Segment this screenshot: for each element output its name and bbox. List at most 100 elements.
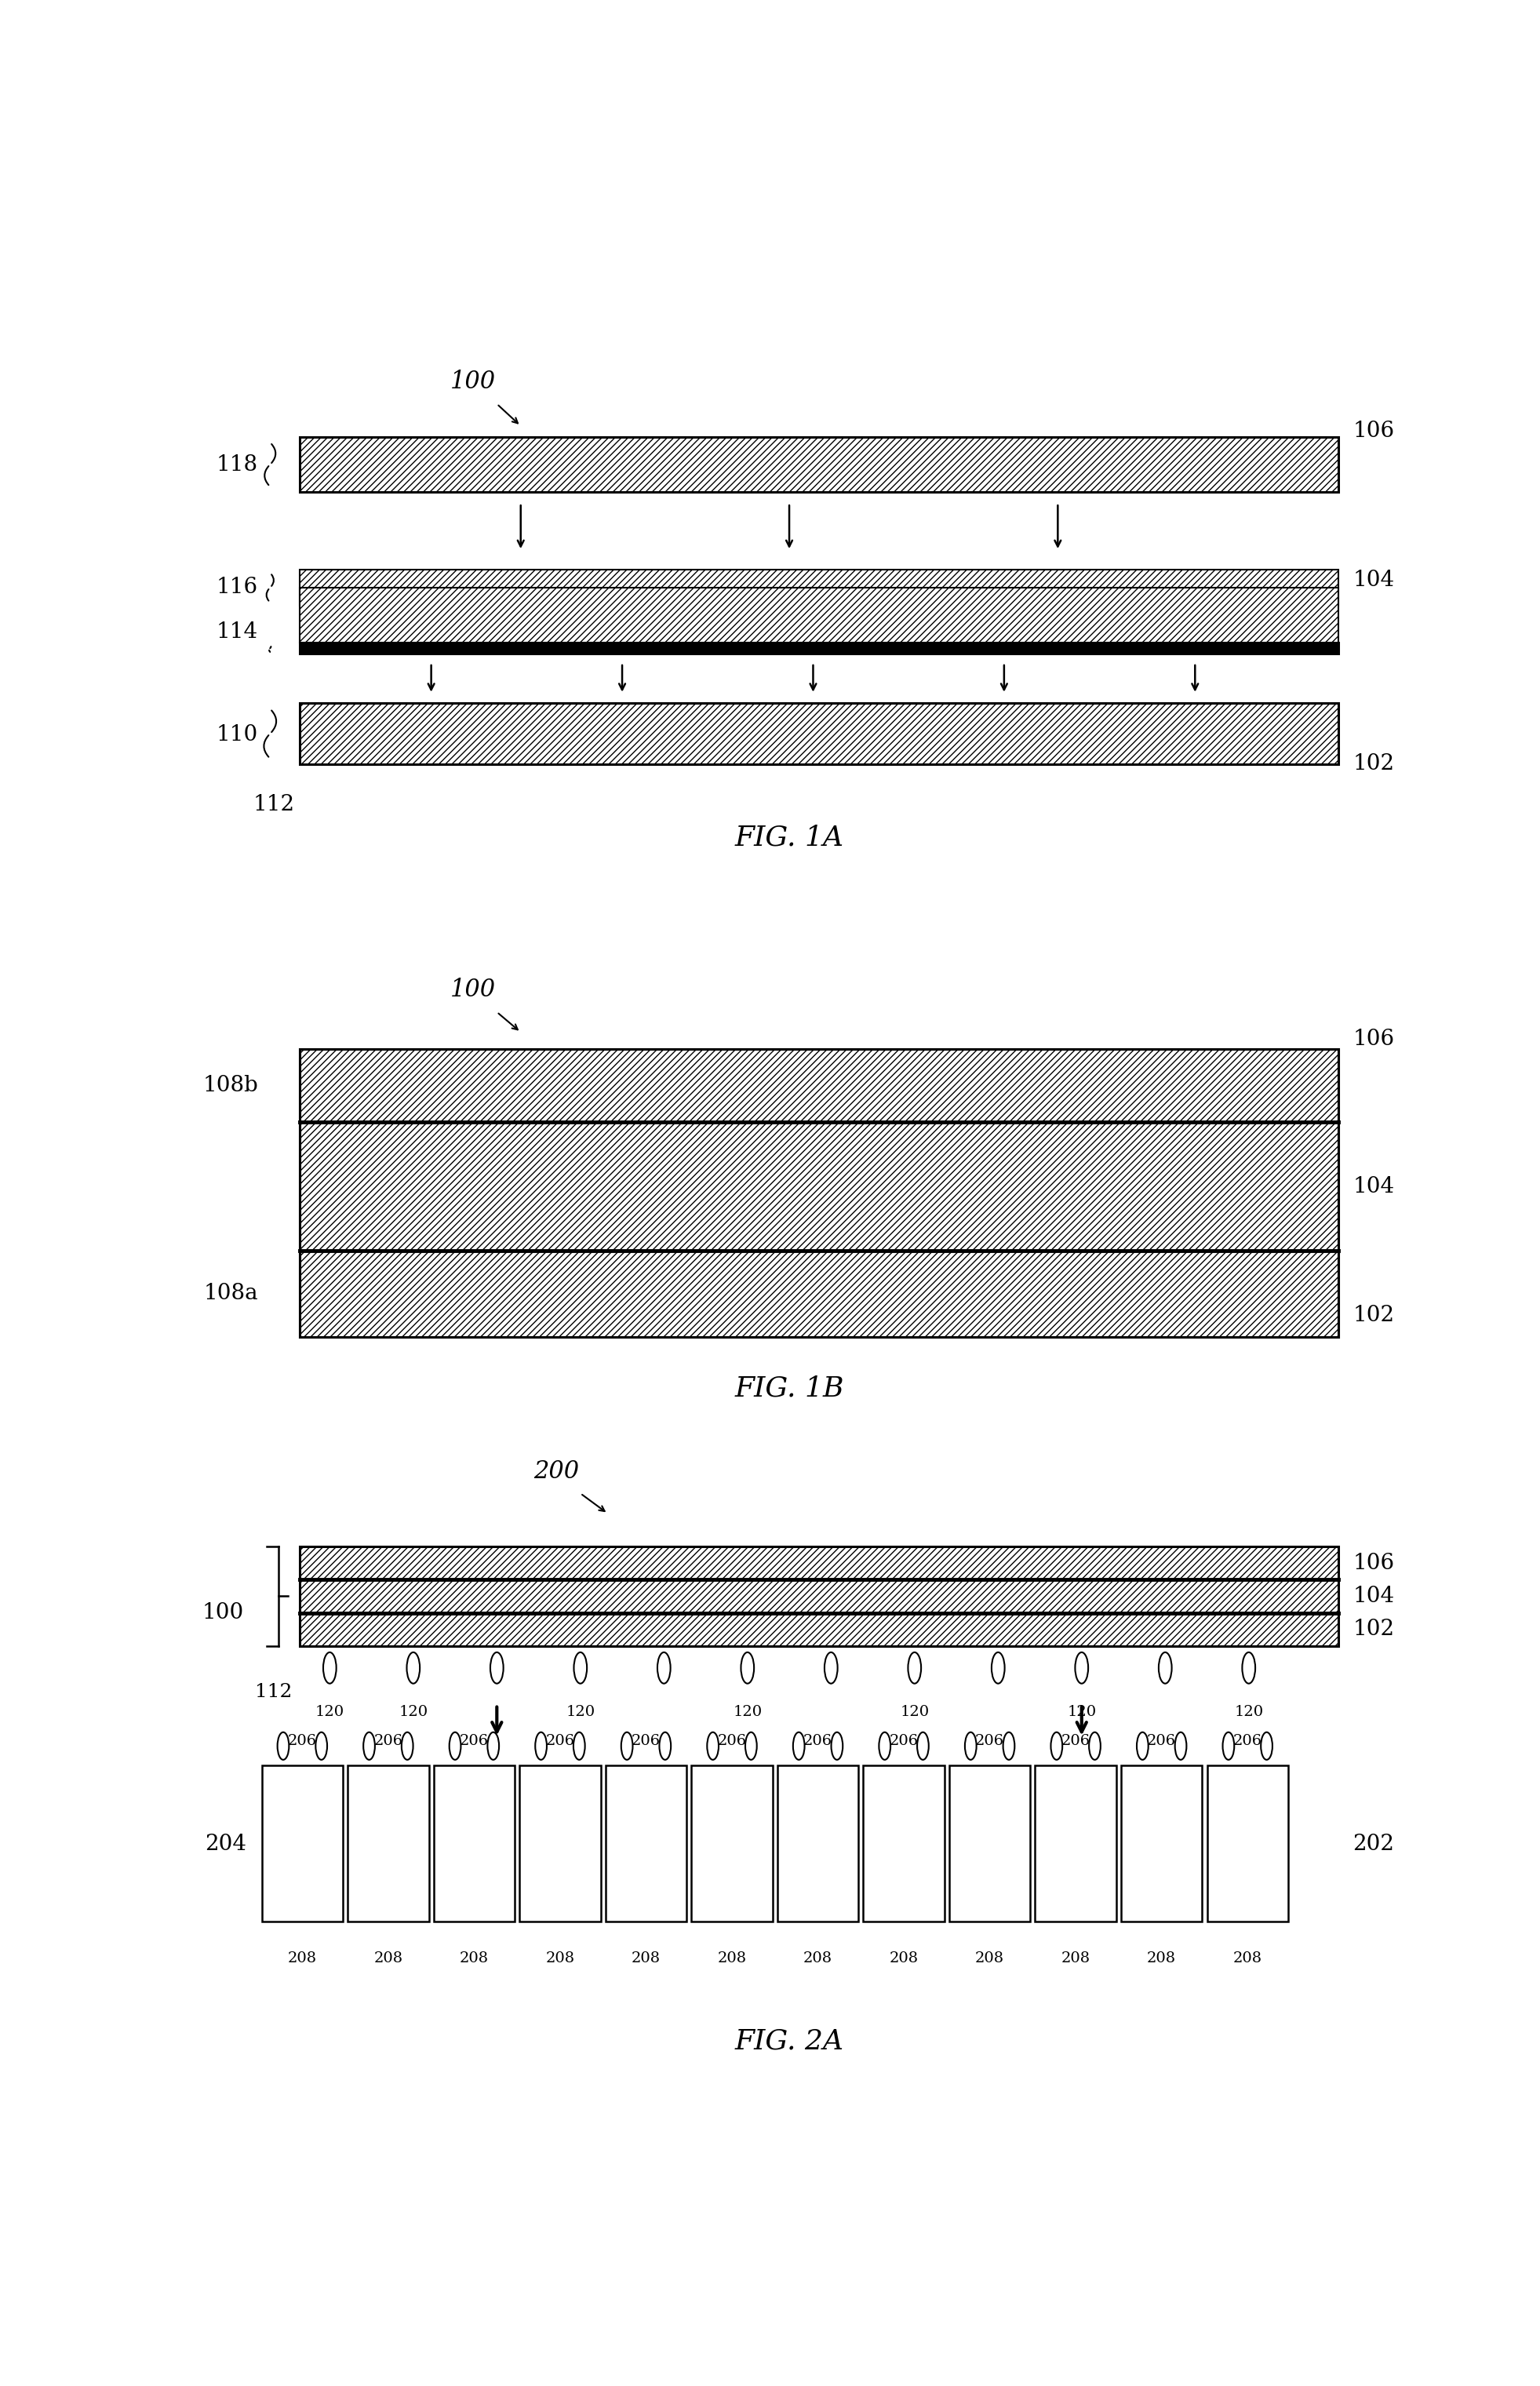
- Ellipse shape: [621, 1732, 633, 1761]
- Text: 102: 102: [1352, 754, 1394, 775]
- Ellipse shape: [1158, 1651, 1172, 1685]
- Text: 206: 206: [1147, 1735, 1177, 1749]
- Ellipse shape: [573, 1732, 585, 1761]
- Text: 206: 206: [374, 1735, 403, 1749]
- Ellipse shape: [745, 1732, 756, 1761]
- Bar: [691, 1766, 773, 1921]
- Ellipse shape: [832, 1732, 842, 1761]
- Text: 114: 114: [217, 620, 259, 642]
- Text: 120: 120: [565, 1706, 594, 1718]
- Text: 104: 104: [1352, 1176, 1394, 1198]
- Text: 200: 200: [534, 1460, 579, 1484]
- Text: 206: 206: [1234, 1735, 1263, 1749]
- Bar: [300, 1050, 1338, 1336]
- Ellipse shape: [918, 1732, 929, 1761]
- Text: 208: 208: [718, 1952, 747, 1966]
- Text: 208: 208: [545, 1952, 574, 1966]
- Text: 120: 120: [899, 1706, 929, 1718]
- Text: 206: 206: [975, 1735, 1004, 1749]
- Ellipse shape: [402, 1732, 413, 1761]
- Text: 208: 208: [1147, 1952, 1177, 1966]
- Ellipse shape: [1243, 1651, 1255, 1685]
- Bar: [300, 570, 1338, 606]
- Bar: [1207, 1766, 1287, 1921]
- Bar: [1121, 1766, 1203, 1921]
- Ellipse shape: [1089, 1732, 1101, 1761]
- Bar: [300, 704, 1338, 764]
- Ellipse shape: [1175, 1732, 1186, 1761]
- Text: 208: 208: [1234, 1952, 1263, 1966]
- Text: 208: 208: [975, 1952, 1004, 1966]
- Text: 110: 110: [216, 723, 259, 744]
- Text: 120: 120: [733, 1706, 762, 1718]
- Text: 112: 112: [253, 795, 294, 816]
- Text: 106: 106: [1352, 1028, 1394, 1050]
- Ellipse shape: [488, 1732, 499, 1761]
- Ellipse shape: [407, 1651, 420, 1685]
- Text: 206: 206: [631, 1735, 661, 1749]
- Bar: [519, 1766, 601, 1921]
- Text: FIG. 2A: FIG. 2A: [735, 2028, 844, 2054]
- Ellipse shape: [316, 1732, 326, 1761]
- Ellipse shape: [1223, 1732, 1234, 1761]
- Ellipse shape: [966, 1732, 976, 1761]
- Ellipse shape: [1003, 1732, 1015, 1761]
- Ellipse shape: [909, 1651, 921, 1685]
- Ellipse shape: [793, 1732, 804, 1761]
- Bar: [1035, 1766, 1117, 1921]
- Ellipse shape: [277, 1732, 290, 1761]
- Ellipse shape: [741, 1651, 755, 1685]
- Text: 206: 206: [288, 1735, 317, 1749]
- Text: 118: 118: [217, 453, 259, 475]
- Ellipse shape: [363, 1732, 374, 1761]
- Bar: [300, 1613, 1338, 1646]
- Bar: [300, 1121, 1338, 1250]
- Bar: [434, 1766, 514, 1921]
- Bar: [300, 1050, 1338, 1121]
- Text: 116: 116: [217, 577, 259, 599]
- Text: 208: 208: [631, 1952, 661, 1966]
- Text: 208: 208: [459, 1952, 488, 1966]
- Text: 102: 102: [1352, 1618, 1394, 1639]
- Text: 120: 120: [316, 1706, 345, 1718]
- Ellipse shape: [1261, 1732, 1272, 1761]
- Ellipse shape: [536, 1732, 547, 1761]
- Text: 100: 100: [202, 1603, 243, 1622]
- Text: FIG. 1B: FIG. 1B: [735, 1374, 844, 1403]
- Text: 106: 106: [1352, 420, 1394, 441]
- Text: 108b: 108b: [203, 1076, 259, 1095]
- Text: 206: 206: [889, 1735, 918, 1749]
- Text: 206: 206: [1061, 1735, 1090, 1749]
- Text: 120: 120: [399, 1706, 428, 1718]
- Bar: [300, 437, 1338, 492]
- Ellipse shape: [1050, 1732, 1063, 1761]
- Bar: [605, 1766, 687, 1921]
- Text: 208: 208: [889, 1952, 918, 1966]
- Bar: [300, 587, 1338, 642]
- Text: 208: 208: [804, 1952, 833, 1966]
- Bar: [949, 1766, 1030, 1921]
- Ellipse shape: [659, 1732, 671, 1761]
- Text: 106: 106: [1352, 1553, 1394, 1575]
- Text: FIG. 1A: FIG. 1A: [735, 823, 844, 852]
- Text: 120: 120: [1234, 1706, 1263, 1718]
- Ellipse shape: [450, 1732, 460, 1761]
- Ellipse shape: [992, 1651, 1004, 1685]
- Bar: [262, 1766, 343, 1921]
- Ellipse shape: [707, 1732, 719, 1761]
- Ellipse shape: [323, 1651, 336, 1685]
- Ellipse shape: [824, 1651, 838, 1685]
- Text: 102: 102: [1352, 1305, 1394, 1327]
- Ellipse shape: [1137, 1732, 1149, 1761]
- Bar: [300, 1250, 1338, 1336]
- Text: 100: 100: [450, 370, 496, 394]
- Bar: [300, 1580, 1338, 1613]
- Bar: [864, 1766, 944, 1921]
- Text: 120: 120: [1067, 1706, 1096, 1718]
- Ellipse shape: [879, 1732, 890, 1761]
- Bar: [300, 1546, 1338, 1580]
- Text: 202: 202: [1352, 1835, 1394, 1854]
- Ellipse shape: [490, 1651, 504, 1685]
- Text: 204: 204: [205, 1835, 246, 1854]
- Ellipse shape: [658, 1651, 670, 1685]
